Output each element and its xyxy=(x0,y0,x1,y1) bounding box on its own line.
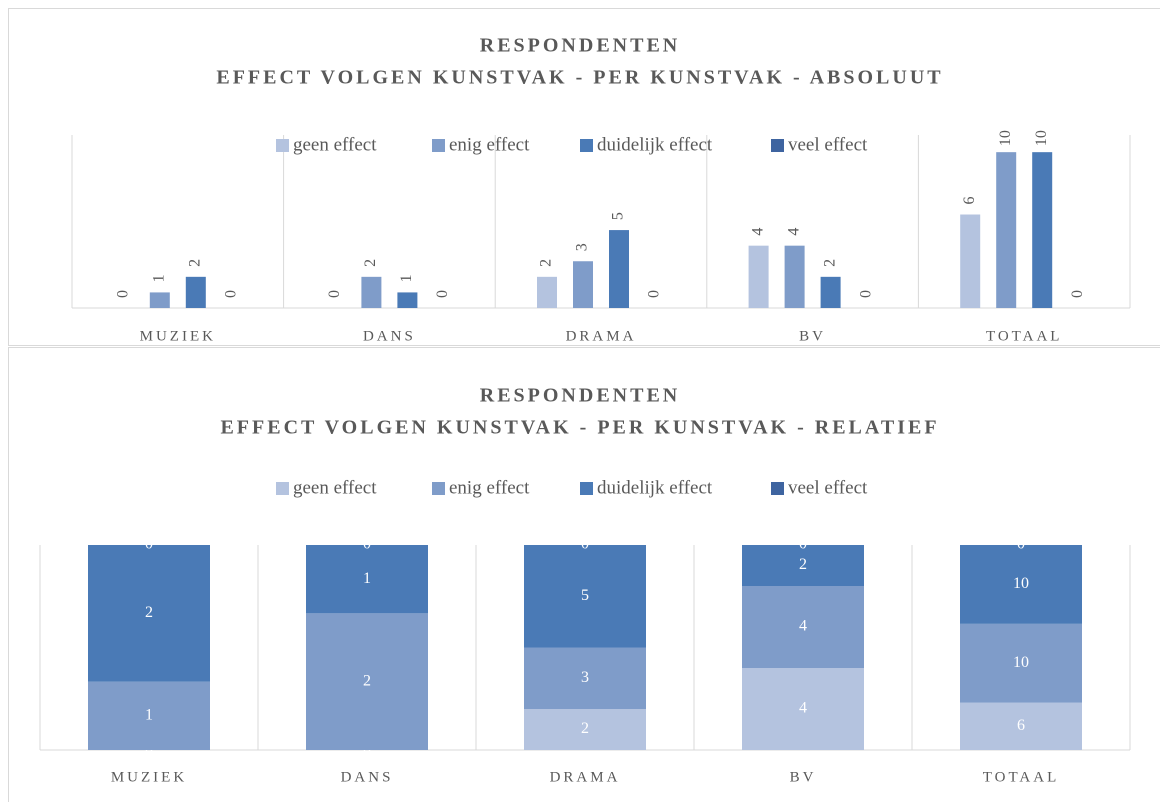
data-label: 0 xyxy=(646,290,663,298)
legend-swatch xyxy=(276,139,289,152)
bar xyxy=(361,276,382,308)
data-label: 1 xyxy=(398,274,415,282)
legend-label: geen effect xyxy=(293,477,377,498)
bar xyxy=(537,276,557,308)
data-label: 5 xyxy=(581,587,589,604)
bar-segment xyxy=(742,586,864,668)
data-label: 5 xyxy=(610,212,627,220)
chart-subtitle: EFFECT VOLGEN KUNSTVAK - PER KUNSTVAK - … xyxy=(216,67,943,89)
data-label: 3 xyxy=(574,243,591,251)
legend-label: veel effect xyxy=(788,134,868,155)
bar xyxy=(820,276,841,308)
data-label: 2 xyxy=(363,672,371,689)
legend-swatch xyxy=(432,482,445,495)
data-label: 0 xyxy=(1017,536,1025,553)
data-label: 10 xyxy=(1033,130,1050,146)
data-label: 1 xyxy=(363,570,371,587)
data-label: 6 xyxy=(961,197,978,205)
x-tick-label: DANS xyxy=(341,769,394,785)
bar xyxy=(185,276,206,308)
legend-label: geen effect xyxy=(293,134,377,155)
data-label: 0 xyxy=(581,536,589,553)
legend-swatch xyxy=(276,482,289,495)
bar-segment xyxy=(960,702,1082,750)
data-label: 0 xyxy=(799,536,807,553)
data-label: 2 xyxy=(821,259,838,267)
data-label: 10 xyxy=(1013,654,1029,671)
data-label: 0 xyxy=(326,290,343,298)
data-label: 1 xyxy=(150,274,167,282)
data-label: 4 xyxy=(749,228,766,236)
x-tick-label: DRAMA xyxy=(566,328,637,344)
bar xyxy=(748,245,769,308)
x-tick-label: TOTAAL xyxy=(986,328,1063,344)
bar-segment xyxy=(960,623,1082,703)
bar-segment xyxy=(742,668,864,750)
data-label: 10 xyxy=(997,130,1014,146)
data-label: 0 xyxy=(857,290,874,298)
chart-title: RESPONDENTEN xyxy=(480,385,680,407)
data-label: 2 xyxy=(581,720,589,737)
bar-segment xyxy=(88,681,210,750)
data-label: 2 xyxy=(538,259,555,267)
bar-segment xyxy=(524,647,646,709)
data-label: 4 xyxy=(799,618,807,635)
x-tick-label: MUZIEK xyxy=(140,328,216,344)
legend-swatch xyxy=(771,482,784,495)
bar xyxy=(397,292,418,308)
bar-segment xyxy=(88,545,210,682)
data-label: 4 xyxy=(785,228,802,236)
bar xyxy=(996,152,1017,308)
bar xyxy=(784,245,805,308)
x-tick-label: BV xyxy=(799,328,826,344)
data-label: 0 xyxy=(434,290,451,298)
bar-segment xyxy=(960,545,1082,624)
data-label: 2 xyxy=(186,259,203,267)
x-tick-label: DRAMA xyxy=(550,769,621,785)
legend-label: enig effect xyxy=(449,134,530,155)
bar xyxy=(149,292,170,308)
bar xyxy=(1032,152,1053,308)
data-label: 2 xyxy=(145,604,153,621)
bar xyxy=(573,261,593,308)
legend-label: duidelijk effect xyxy=(597,134,713,155)
legend-swatch xyxy=(432,139,445,152)
bar-segment xyxy=(524,545,646,648)
legend-swatch xyxy=(580,482,593,495)
bar xyxy=(960,214,981,308)
chart-title: RESPONDENTEN xyxy=(480,35,680,57)
legend-swatch xyxy=(771,139,784,152)
x-tick-label: MUZIEK xyxy=(111,769,187,785)
x-tick-label: BV xyxy=(790,769,817,785)
chart-subtitle: EFFECT VOLGEN KUNSTVAK - PER KUNSTVAK - … xyxy=(220,417,939,439)
data-label: 2 xyxy=(362,259,379,267)
data-label: 0 xyxy=(222,290,239,298)
data-label: 0 xyxy=(114,290,131,298)
data-label: 3 xyxy=(581,669,589,686)
bar xyxy=(609,230,629,308)
legend-label: duidelijk effect xyxy=(597,477,713,498)
data-label: 10 xyxy=(1013,575,1029,592)
data-label: 2 xyxy=(799,556,807,573)
data-label: 1 xyxy=(145,707,153,724)
data-label: 0 xyxy=(1069,290,1086,298)
data-label: 0 xyxy=(363,536,371,553)
bar-segment xyxy=(524,709,646,750)
data-label: 6 xyxy=(1017,717,1025,734)
bar-segment xyxy=(742,545,864,586)
x-tick-label: DANS xyxy=(363,328,416,344)
legend-label: enig effect xyxy=(449,477,530,498)
data-label: 4 xyxy=(799,700,807,717)
bar-segment xyxy=(306,613,428,750)
legend-label: veel effect xyxy=(788,477,868,498)
x-tick-label: TOTAAL xyxy=(983,769,1060,785)
data-label: 0 xyxy=(145,536,153,553)
legend-swatch xyxy=(580,139,593,152)
bar-segment xyxy=(306,545,428,614)
